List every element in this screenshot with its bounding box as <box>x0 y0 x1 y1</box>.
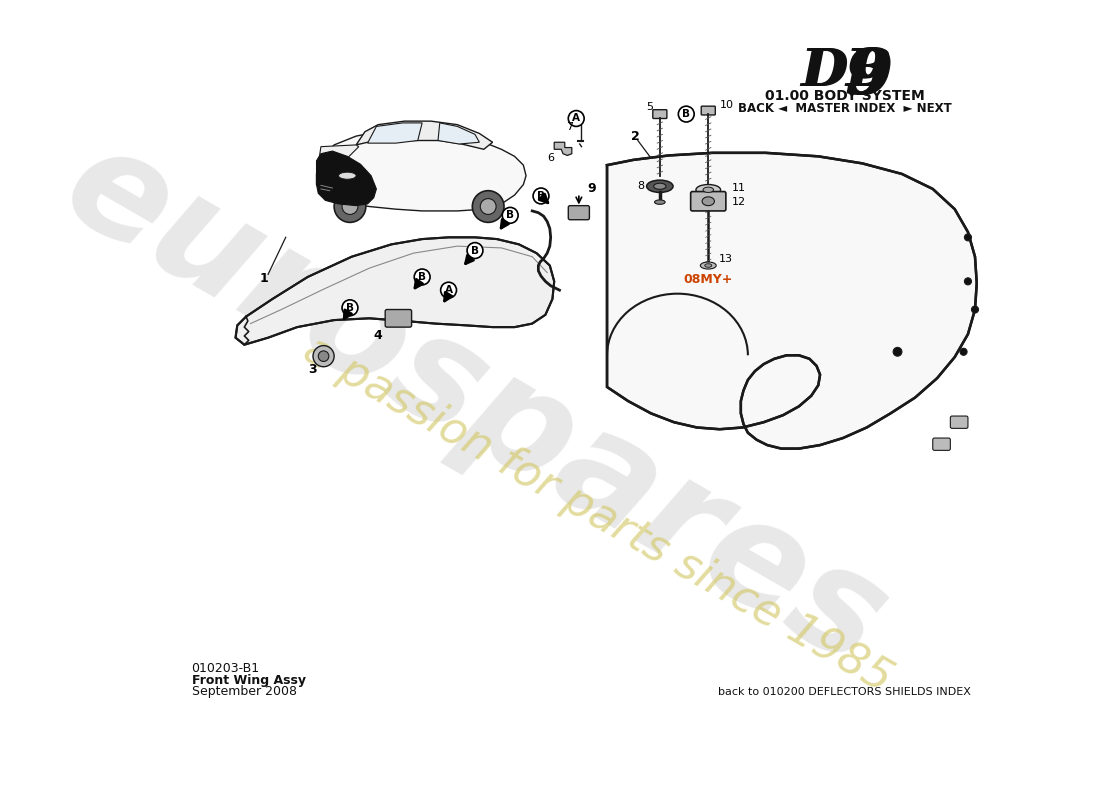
Polygon shape <box>367 123 422 143</box>
Circle shape <box>893 347 902 356</box>
FancyBboxPatch shape <box>950 416 968 428</box>
Text: 1: 1 <box>260 272 268 286</box>
Text: eurospares: eurospares <box>41 113 910 696</box>
Text: Front Wing Assy: Front Wing Assy <box>191 674 306 686</box>
Ellipse shape <box>702 197 714 206</box>
Polygon shape <box>438 123 480 144</box>
FancyBboxPatch shape <box>385 310 411 327</box>
Circle shape <box>314 346 334 366</box>
FancyBboxPatch shape <box>701 106 715 115</box>
Circle shape <box>569 110 584 126</box>
Circle shape <box>503 207 518 223</box>
Circle shape <box>468 242 483 258</box>
Text: 2: 2 <box>630 130 639 142</box>
Text: B: B <box>346 302 354 313</box>
Circle shape <box>960 348 967 355</box>
FancyBboxPatch shape <box>652 110 667 118</box>
Text: BACK ◄  MASTER INDEX  ► NEXT: BACK ◄ MASTER INDEX ► NEXT <box>738 102 952 115</box>
Circle shape <box>965 278 971 285</box>
Text: A: A <box>572 114 580 123</box>
FancyBboxPatch shape <box>569 206 590 220</box>
Ellipse shape <box>654 200 666 204</box>
Text: B: B <box>471 246 478 255</box>
Ellipse shape <box>696 185 720 195</box>
Text: 010203-B1: 010203-B1 <box>191 662 260 675</box>
Ellipse shape <box>653 183 666 190</box>
Ellipse shape <box>701 262 716 269</box>
Text: 9: 9 <box>848 46 893 108</box>
Circle shape <box>318 351 329 362</box>
Ellipse shape <box>339 172 356 179</box>
FancyBboxPatch shape <box>691 191 726 211</box>
Text: 9: 9 <box>845 46 889 108</box>
Text: B: B <box>537 191 544 201</box>
Circle shape <box>679 106 694 122</box>
Text: 10: 10 <box>719 100 734 110</box>
Polygon shape <box>607 153 977 449</box>
Circle shape <box>534 188 549 204</box>
Ellipse shape <box>703 187 714 193</box>
Circle shape <box>965 234 971 241</box>
Text: 13: 13 <box>719 254 733 264</box>
Polygon shape <box>317 151 376 206</box>
Text: 12: 12 <box>732 197 746 207</box>
Ellipse shape <box>647 180 673 193</box>
Text: A: A <box>444 285 452 295</box>
Text: 3: 3 <box>308 363 317 376</box>
Text: DB: DB <box>803 46 893 98</box>
Polygon shape <box>356 121 493 150</box>
Text: 08MY+: 08MY+ <box>683 273 733 286</box>
Ellipse shape <box>705 264 712 267</box>
Text: 4: 4 <box>374 330 383 342</box>
Circle shape <box>441 282 456 298</box>
Circle shape <box>971 306 979 313</box>
Text: 8: 8 <box>637 182 644 191</box>
Circle shape <box>472 190 504 222</box>
Text: B: B <box>682 109 691 119</box>
Circle shape <box>334 190 366 222</box>
Text: 11: 11 <box>733 183 746 193</box>
Circle shape <box>342 300 358 316</box>
Text: 6: 6 <box>547 153 554 163</box>
Text: September 2008: September 2008 <box>191 685 297 698</box>
Polygon shape <box>317 145 359 180</box>
Circle shape <box>415 269 430 285</box>
Polygon shape <box>317 130 526 211</box>
Circle shape <box>481 198 496 214</box>
Text: B: B <box>506 210 514 220</box>
Text: 01.00 BODY SYSTEM: 01.00 BODY SYSTEM <box>764 90 925 103</box>
Text: DB: DB <box>801 46 891 98</box>
Polygon shape <box>554 142 572 155</box>
Text: 9: 9 <box>587 182 596 195</box>
Text: 7: 7 <box>566 122 573 132</box>
Circle shape <box>342 198 358 214</box>
Text: a passion for parts since 1985: a passion for parts since 1985 <box>296 328 900 702</box>
Text: back to 010200 DEFLECTORS SHIELDS INDEX: back to 010200 DEFLECTORS SHIELDS INDEX <box>718 686 971 697</box>
Text: B: B <box>418 272 426 282</box>
FancyBboxPatch shape <box>933 438 950 450</box>
Polygon shape <box>235 238 554 345</box>
Text: 5: 5 <box>646 102 652 112</box>
